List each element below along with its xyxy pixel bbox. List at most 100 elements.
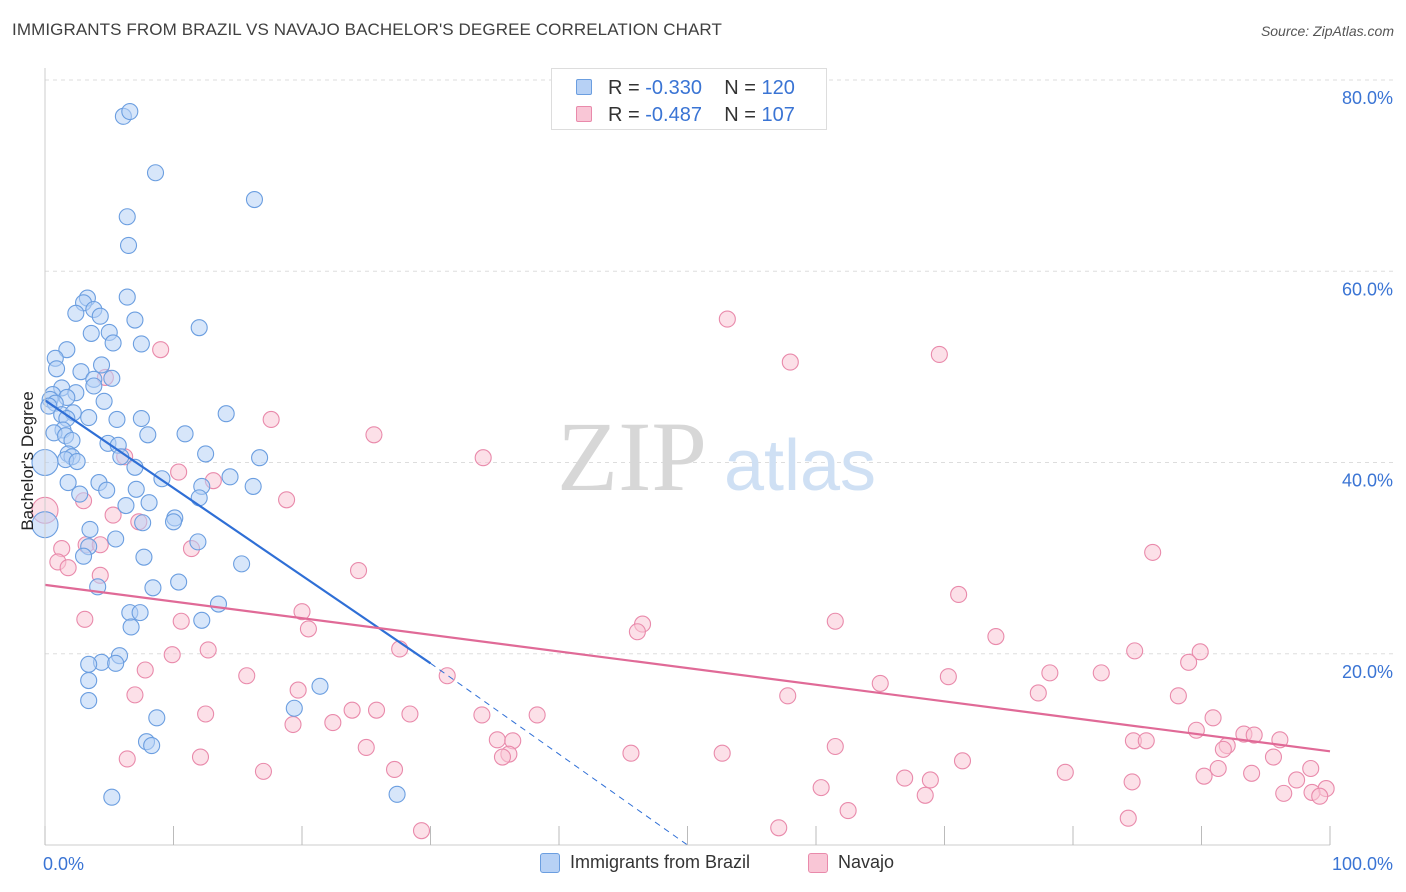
y-tick-label: 20.0% [1342, 662, 1393, 682]
navajo-point [1169, 687, 1187, 705]
navajo-point [238, 667, 256, 685]
navajo-point [349, 562, 368, 580]
brazil-point [285, 699, 303, 717]
brazil-point [103, 369, 121, 387]
brazil-point [104, 334, 122, 352]
navajo-point [1214, 740, 1232, 758]
brazil-point [134, 514, 152, 532]
brazil-point [67, 304, 85, 322]
brazil-point [144, 579, 162, 597]
brazil-point [108, 410, 126, 429]
r-label: R = [608, 77, 640, 99]
brazil-point [81, 520, 99, 538]
navajo-point [299, 620, 317, 638]
brazil-point [176, 425, 194, 443]
navajo-point [1187, 721, 1205, 739]
navajo-point [939, 668, 957, 686]
navajo-point [1029, 684, 1047, 702]
source-label: Source: ZipAtlas.com [1260, 23, 1394, 39]
navajo-point [412, 822, 431, 840]
navajo-point [1180, 653, 1198, 671]
navajo-point [104, 506, 122, 524]
navajo-point [839, 802, 857, 820]
navajo-point [896, 769, 914, 787]
brazil-point [92, 356, 111, 374]
brazil-point [131, 604, 149, 622]
navajo-point [1204, 709, 1222, 727]
brazil-point [197, 445, 215, 463]
brazil-point [245, 190, 264, 209]
r-value: -0.330 [645, 77, 702, 99]
brazil-point [122, 618, 140, 636]
navajo-point [1243, 764, 1261, 782]
y-tick-label: 40.0% [1342, 471, 1393, 491]
brazil-point [127, 480, 145, 498]
navajo-point [278, 491, 296, 509]
navajo-point [1056, 763, 1074, 781]
brazil-point [209, 595, 228, 613]
brazil-point [119, 236, 138, 254]
brazil-point [71, 485, 89, 503]
navajo-point [930, 345, 948, 363]
navajo-point [474, 449, 492, 467]
navajo-point [713, 744, 731, 762]
navajo-point [254, 762, 273, 780]
brazil-point [82, 324, 100, 342]
navajo-points [31, 310, 1335, 840]
brazil-point [132, 335, 150, 353]
brazil-point [233, 555, 251, 573]
navajo-point [779, 687, 797, 705]
navajo-point [953, 752, 972, 770]
navajo-point [628, 623, 646, 641]
navajo-point [488, 731, 506, 749]
brazil-point [251, 449, 269, 467]
legend-label-brazil: Immigrants from Brazil [570, 852, 751, 872]
brazil-point [170, 573, 188, 591]
navajo-point [357, 738, 375, 757]
brazil-point [388, 785, 406, 803]
watermark-zip: ZIP [557, 401, 707, 512]
brazil-point [135, 548, 153, 566]
navajo-point [916, 786, 934, 804]
navajo-point [1288, 771, 1306, 789]
navajo-point [921, 771, 939, 789]
r-value: -0.487 [645, 104, 702, 126]
brazil-point [193, 611, 211, 629]
navajo-point [126, 686, 144, 704]
brazil-point [190, 489, 208, 507]
navajo-point [473, 706, 491, 724]
chart-title: IMMIGRANTS FROM BRAZIL VS NAVAJO BACHELO… [12, 20, 722, 39]
y-tick-label: 60.0% [1342, 279, 1393, 299]
brazil-point [148, 709, 166, 727]
brazil-point [98, 481, 116, 499]
navajo-point [289, 681, 307, 699]
navajo-point [718, 310, 736, 328]
navajo-point [197, 705, 215, 723]
brazil-point [107, 530, 125, 548]
navajo-point [871, 674, 889, 692]
navajo-point [293, 603, 311, 621]
n-value: 120 [761, 77, 795, 99]
y-tick-label: 80.0% [1342, 88, 1393, 108]
brazil-point [164, 513, 183, 531]
brazil-point [107, 654, 125, 672]
navajo-point [59, 559, 77, 577]
brazil-point [139, 426, 157, 444]
brazil-point [118, 288, 136, 306]
brazil-point [126, 311, 144, 329]
navajo-point [1245, 726, 1263, 744]
navajo-point [163, 646, 181, 664]
navajo-point [1144, 543, 1162, 561]
navajo-point [622, 744, 640, 762]
brazil-point [244, 477, 262, 495]
navajo-point [1137, 732, 1155, 750]
navajo-point [191, 748, 210, 766]
navajo-swatch [576, 106, 592, 122]
brazil-point [118, 208, 136, 226]
navajo-point [1126, 642, 1144, 660]
brazil-point [85, 377, 103, 395]
navajo-point [262, 410, 280, 429]
brazil-point [121, 103, 139, 121]
brazil-point [132, 409, 150, 428]
brazil-point [80, 409, 98, 427]
